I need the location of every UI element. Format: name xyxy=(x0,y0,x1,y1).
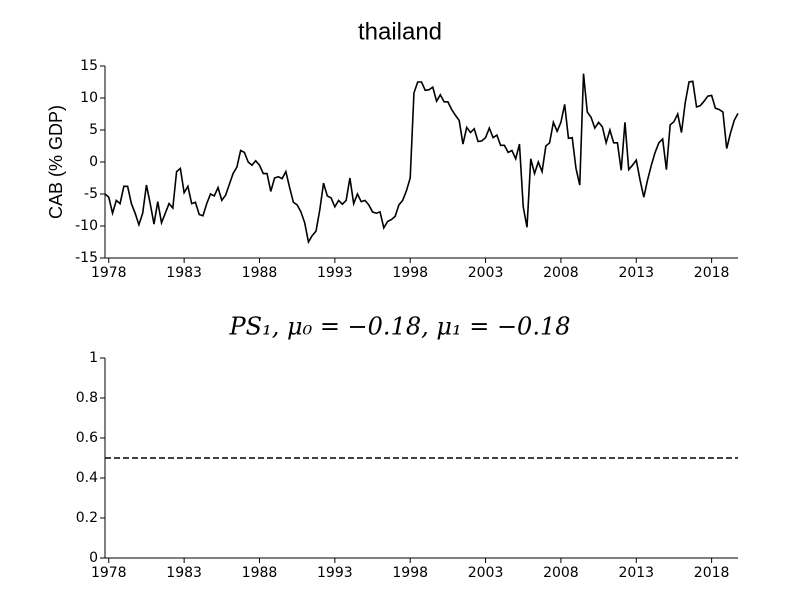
data-line xyxy=(104,73,739,245)
x-tick-label: 1988 xyxy=(242,565,278,581)
chart-title: PS₁, μ₀ = −0.18, μ₁ = −0.18 xyxy=(229,313,571,341)
x-tick-label: 1983 xyxy=(166,265,202,281)
y-tick-label: -5 xyxy=(84,186,98,202)
x-tick-label: 2013 xyxy=(618,565,654,581)
x-tick-label: 2008 xyxy=(543,265,579,281)
x-tick-label: 2013 xyxy=(618,265,654,281)
x-tick-label: 2018 xyxy=(694,265,730,281)
y-tick-label: 0.4 xyxy=(76,470,98,486)
y-tick-label: 1 xyxy=(89,350,98,366)
x-tick-label: 2008 xyxy=(543,565,579,581)
x-tick-label: 1983 xyxy=(166,565,202,581)
x-tick-label: 2003 xyxy=(468,565,504,581)
y-tick-label: 0.8 xyxy=(76,390,98,406)
y-tick-label: 5 xyxy=(89,122,98,138)
x-tick-label: 1988 xyxy=(242,265,278,281)
y-tick-label: 0 xyxy=(89,550,98,566)
x-tick-label: 1978 xyxy=(91,565,127,581)
chart-title: thailand xyxy=(358,18,442,45)
x-tick-label: 1993 xyxy=(317,565,353,581)
x-tick-label: 1998 xyxy=(392,265,428,281)
y-tick-label: -10 xyxy=(75,218,98,234)
y-tick-label: 15 xyxy=(80,58,98,74)
y-tick-label: 10 xyxy=(80,90,98,106)
y-tick-label: 0.2 xyxy=(76,510,98,526)
y-tick-label: 0 xyxy=(89,154,98,170)
x-tick-label: 1978 xyxy=(91,265,127,281)
x-tick-label: 1998 xyxy=(392,565,428,581)
x-tick-label: 2018 xyxy=(694,565,730,581)
x-tick-label: 2003 xyxy=(468,265,504,281)
y-tick-label: -15 xyxy=(75,250,98,266)
y-tick-label: 0.6 xyxy=(76,430,98,446)
x-tick-label: 1993 xyxy=(317,265,353,281)
y-axis-label: CAB (% GDP) xyxy=(46,105,66,219)
